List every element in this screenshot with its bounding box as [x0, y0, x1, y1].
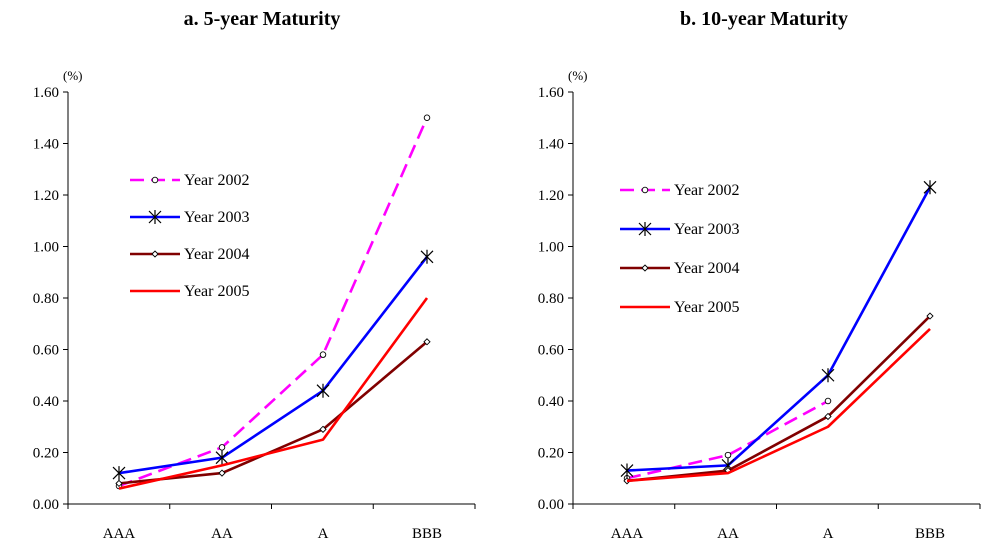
- y-unit-label: (%): [63, 68, 83, 83]
- legend-marker-year-2003: [638, 222, 652, 236]
- legend-marker-year-2004: [641, 264, 649, 272]
- y-unit-label: (%): [568, 68, 588, 83]
- y-tick-label: 1.20: [538, 188, 564, 204]
- data-point-year-2003: [821, 368, 835, 383]
- data-point-year-2004: [423, 338, 431, 346]
- x-tick-label: A: [823, 526, 834, 542]
- data-point-year-2003: [316, 383, 330, 398]
- y-tick-label: 0.00: [33, 497, 59, 513]
- x-tick-label: AA: [717, 526, 739, 542]
- legend-label-year-2005: Year 2005: [184, 283, 249, 300]
- legend-marker-year-2002: [641, 186, 649, 194]
- legend-label-year-2005: Year 2005: [674, 299, 739, 316]
- x-tick-label: A: [318, 526, 329, 542]
- x-tick-label: BBB: [412, 526, 442, 542]
- y-tick-label: 1.40: [33, 137, 59, 153]
- y-tick-label: 0.40: [33, 394, 59, 410]
- y-tick-label: 0.80: [538, 291, 564, 307]
- data-point-year-2004: [319, 425, 327, 433]
- legend-marker-year-2004: [151, 250, 159, 258]
- series-line-year-2003: [118, 256, 429, 475]
- data-point-year-2003: [112, 466, 126, 481]
- y-tick-label: 1.60: [538, 85, 564, 101]
- y-tick-label: 1.00: [33, 240, 59, 256]
- x-tick-label: AAA: [103, 526, 136, 542]
- legend-label-year-2003: Year 2003: [184, 209, 249, 226]
- panel-10-year-maturity: b. 10-year Maturity (%) 0.00 0.20 0.40 0.60…: [538, 8, 981, 542]
- legend-label-year-2002: Year 2002: [184, 172, 249, 189]
- y-tick-label: 0.60: [33, 343, 59, 359]
- panel-title: b. 10-year Maturity: [680, 8, 848, 30]
- x-tick-label: AA: [211, 526, 233, 542]
- data-point-year-2002: [423, 114, 431, 121]
- y-tick-label: 1.20: [33, 188, 59, 204]
- data-point-year-2004: [926, 312, 934, 320]
- legend-label-year-2003: Year 2003: [674, 221, 739, 238]
- data-point-year-2003: [923, 180, 937, 195]
- data-point-year-2004: [115, 479, 123, 488]
- legend-label-year-2004: Year 2004: [184, 246, 249, 263]
- data-point-year-2003: [215, 450, 229, 465]
- series-line-year-2005: [118, 297, 429, 490]
- y-tick-label: 0.40: [538, 394, 564, 410]
- y-tick-label: 0.00: [538, 497, 564, 513]
- data-point-year-2004: [824, 412, 832, 421]
- y-tick-label: 1.40: [538, 137, 564, 153]
- panel-title: a. 5-year Maturity: [184, 8, 341, 30]
- legend-marker-year-2002: [151, 176, 159, 184]
- x-tick-label: AAA: [611, 526, 644, 542]
- y-tick-label: 0.60: [538, 343, 564, 359]
- data-point-year-2004: [218, 469, 226, 477]
- y-tick-label: 0.80: [33, 291, 59, 307]
- legend-label-year-2002: Year 2002: [674, 182, 739, 199]
- y-tick-label: 1.60: [33, 85, 59, 101]
- data-point-year-2002: [218, 444, 226, 451]
- series-line-year-2003: [626, 186, 932, 472]
- series-line-year-2004: [626, 315, 931, 483]
- data-point-year-2002: [319, 351, 327, 358]
- y-tick-label: 0.20: [33, 446, 59, 462]
- series-line-year-2005: [626, 327, 931, 483]
- data-point-year-2003: [620, 463, 634, 478]
- data-point-year-2002: [724, 451, 732, 459]
- data-point-year-2003: [420, 249, 434, 264]
- legend-label-year-2004: Year 2004: [674, 260, 739, 277]
- panel-5-year-maturity: a. 5-year Maturity (%) 0.00 0.20 0.40 0.60 0…: [33, 8, 476, 542]
- y-tick-label: 1.00: [538, 240, 564, 256]
- series-line-year-2002: [118, 117, 429, 488]
- legend-marker-year-2003: [148, 210, 162, 224]
- y-tick-label: 0.20: [538, 446, 564, 462]
- series-line-year-2002: [626, 399, 829, 480]
- x-tick-label: BBB: [915, 526, 945, 542]
- data-point-year-2002: [824, 397, 832, 405]
